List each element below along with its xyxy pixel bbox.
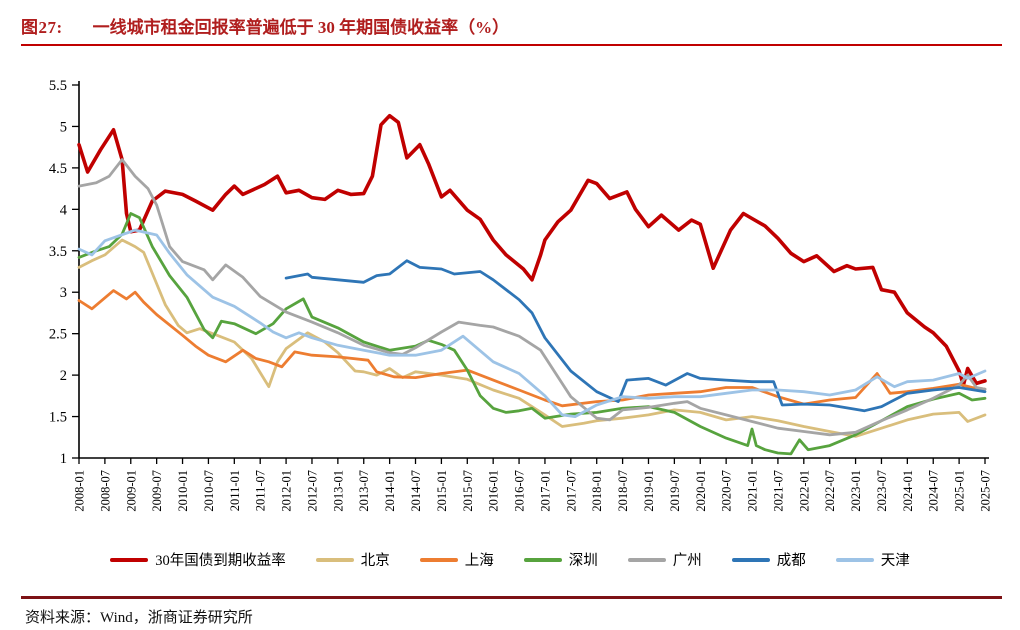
x-tick-label: 2025-01 [953,470,967,512]
y-tick-label: 3 [60,285,67,301]
x-tick-label: 2016-07 [513,470,527,512]
y-tick-label: 1.5 [49,410,67,426]
x-tick-label: 2010-01 [176,470,190,512]
y-tick-label: 4 [60,202,68,218]
x-tick-label: 2014-01 [383,470,397,512]
x-tick-label: 2014-07 [409,470,423,512]
legend-label: 北京 [360,553,390,569]
y-tick-label: 2 [60,368,67,384]
x-tick-label: 2023-01 [849,470,863,512]
x-tick-label: 2025-07 [979,470,993,512]
legend-swatch [315,557,354,562]
chart-area: 1 1.5 2 2.5 3 3.5 4 4.5 5 5.5 2008-01 2008-07 2009-0… [49,78,993,512]
x-tick-label: 2012-07 [305,470,319,512]
legend-label: 广州 [672,553,702,569]
x-tick-label: 2024-01 [901,470,915,512]
x-tick-label: 2011-01 [228,470,242,511]
series-line-深圳 [77,212,987,456]
chart-legend: 30年国债到期收益率 北京 上海 深圳 广州 成都 天津 [0,549,1020,570]
x-tick-label: 2024-07 [927,470,941,512]
title-underline-rule [21,44,1002,46]
legend-label: 上海 [464,553,494,569]
series-line-上海 [77,289,987,408]
legend-label: 30年国债到期收益率 [155,553,286,569]
legend-swatch [627,557,666,562]
x-tick-label: 2010-07 [202,470,216,512]
page-title: 一线城市租金回报率普遍低于 30 年期国债收益率（%） [92,18,510,37]
y-tick-label: 5 [60,119,67,135]
x-tick-label: 2011-07 [254,470,268,511]
x-tick-label: 2022-01 [797,470,811,512]
legend-item: 广州 [627,549,702,570]
x-tick-label: 2022-07 [823,470,837,512]
x-tick-label: 2021-01 [746,470,760,512]
x-tick-label: 2023-07 [875,470,889,512]
x-tick-label: 2013-01 [331,470,345,512]
series-line-广州 [77,158,987,437]
legend-item: 天津 [835,549,910,570]
x-tick-label: 2009-07 [150,470,164,512]
y-tick-label: 2.5 [49,327,67,343]
footer-rule [21,596,1002,599]
x-tick-label: 2008-01 [73,470,87,512]
legend-label: 天津 [880,553,910,569]
legend-swatch [835,557,874,562]
series-line-天津 [77,228,987,419]
x-tick-label: 2015-07 [461,470,475,512]
source-text: Wind，浙商证券研究所 [100,610,253,626]
x-tick-label: 2019-01 [642,470,656,512]
x-tick-label: 2020-01 [694,470,708,512]
x-tick-label: 2019-07 [668,470,682,512]
legend-swatch [523,557,562,562]
figure-title-bar: 图27: 一线城市租金回报率普遍低于 30 年期国债收益率（%） [21,13,1002,38]
x-tick-label: 2015-01 [435,470,449,512]
y-tick-label: 1 [60,451,67,467]
legend-swatch [419,557,458,562]
legend-item: 成都 [731,549,806,570]
legend-item: 北京 [315,549,390,570]
x-tick-label: 2009-01 [124,470,138,512]
x-tick-label: 2017-01 [538,470,552,512]
x-tick-label: 2008-07 [98,470,112,512]
legend-item: 上海 [419,549,494,570]
legend-label: 深圳 [568,553,598,569]
line-chart-canvas: 1 1.5 2 2.5 3 3.5 4 4.5 5 5.5 2008-01 2008-07 2009-0… [49,78,993,512]
y-tick-label: 5.5 [49,78,67,94]
legend-item: 深圳 [523,549,598,570]
y-tick-label: 4.5 [49,161,67,177]
legend-swatch [110,557,149,562]
series-line-成都 [284,259,987,413]
y-tick-label: 3.5 [49,244,67,260]
series-line-30年国债到期收益率 [77,113,987,387]
x-tick-label: 2018-01 [590,470,604,512]
legend-label: 成都 [776,553,806,569]
x-tick-label: 2017-07 [564,470,578,512]
x-tick-label: 2016-01 [487,470,501,512]
legend-item: 30年国债到期收益率 [110,549,286,570]
x-tick-label: 2012-01 [280,470,294,512]
source-label: 资料来源： [25,610,101,626]
x-tick-label: 2013-07 [357,470,371,512]
legend-swatch [731,557,770,562]
x-tick-label: 2018-07 [616,470,630,512]
source-note: 资料来源：Wind，浙商证券研究所 [25,606,253,627]
x-tick-label: 2020-07 [720,470,734,512]
x-tick-label: 2021-07 [771,470,785,512]
figure-number-label: 图27: [21,18,63,37]
